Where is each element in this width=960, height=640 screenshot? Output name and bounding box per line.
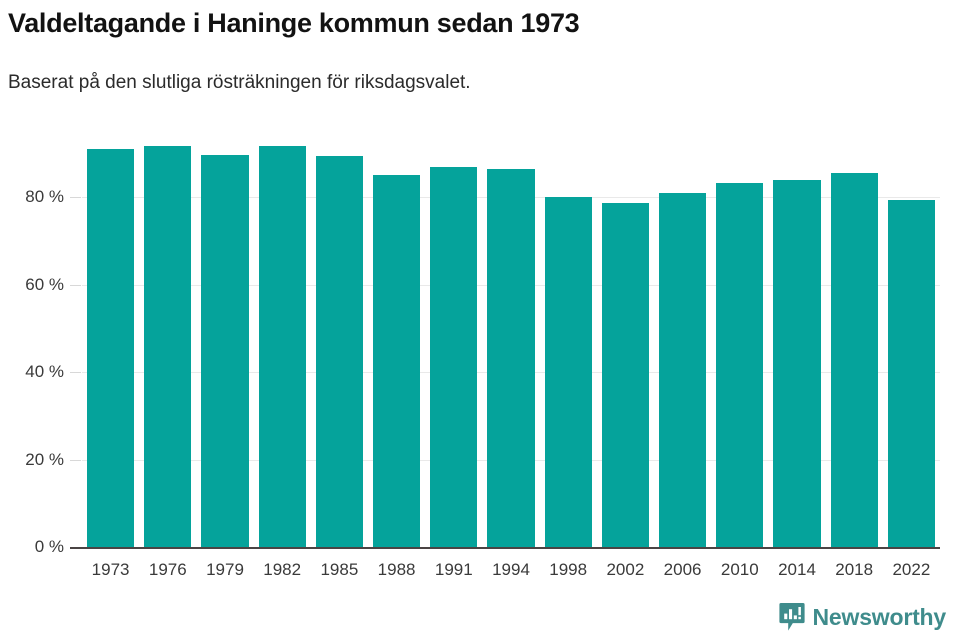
x-axis-tick-label: 1998 [549,560,588,579]
x-axis-tick-label: 1994 [492,560,530,579]
bar[interactable] [830,172,878,547]
y-axis-tick-label: 20 % [25,449,64,469]
bar[interactable] [430,166,478,547]
y-axis-tick-label: 80 % [25,187,64,207]
y-axis-tick [70,459,81,461]
x-axis-tick-label: 1982 [263,560,302,579]
x-axis-tick-label: 1973 [91,560,130,579]
bar[interactable] [659,192,707,547]
bar-chart-speech-bubble-icon [778,603,805,631]
bar[interactable] [887,200,935,547]
chart-subtitle: Baserat på den slutliga rösträkningen fö… [8,72,471,93]
bar[interactable] [315,156,363,547]
bar[interactable] [544,197,592,547]
x-axis-tick-label: 2002 [606,560,645,579]
bar[interactable] [773,180,821,547]
plot-area: 0 % 20 % 40 % 60 % 80 % 1973 1976 1979 1982 1985… [25,110,940,579]
x-axis-line [70,547,940,549]
brand-name-label: Newsworthy [812,603,947,630]
y-axis-tick [70,372,81,374]
y-axis-tick [70,284,81,286]
x-axis-tick-label: 1991 [434,560,473,579]
bar[interactable] [373,174,421,547]
y-axis-tick-label: 60 % [25,274,64,294]
x-axis-tick-label: 2010 [720,560,759,579]
x-axis-tick-label: 2006 [663,560,702,579]
bar[interactable] [201,154,249,547]
bar[interactable] [601,203,649,547]
x-axis-tick-label: 1988 [377,560,416,579]
x-axis-tick-label: 2022 [892,560,931,579]
x-axis-tick-label: 1979 [206,560,244,579]
newsworthy-logo[interactable]: Newsworthy [778,602,947,632]
bar[interactable] [144,145,192,547]
y-axis-tick-label: 40 % [25,362,64,382]
x-axis-tick-label: 2014 [778,560,816,579]
x-axis-tick-label: 2018 [835,560,874,579]
x-axis-tick-label: 1976 [148,560,187,579]
bar[interactable] [258,145,306,547]
chart-title: Valdeltagande i Haninge kommun sedan 197… [8,8,580,38]
bar[interactable] [716,183,764,547]
y-axis-tick [70,197,81,199]
x-axis-tick-label: 1985 [320,560,359,579]
bar[interactable] [487,169,535,547]
y-axis-tick-label: 0 % [34,537,64,556]
bar[interactable] [87,148,135,547]
